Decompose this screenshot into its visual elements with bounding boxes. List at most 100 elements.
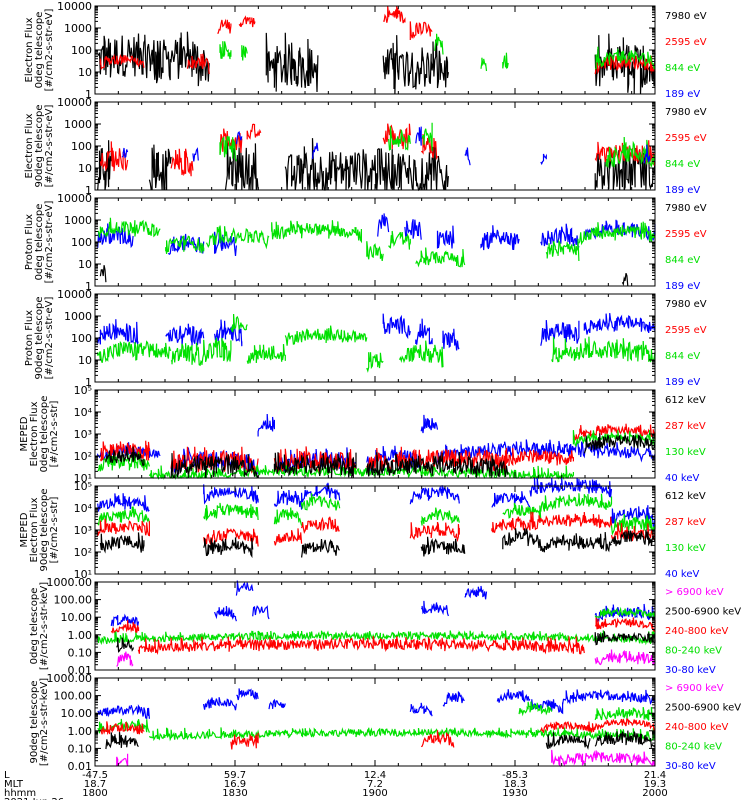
series-blue-trace-2: [165, 323, 205, 347]
series-green-trace-2: [148, 727, 656, 742]
y-tick-label: 10.00: [61, 707, 93, 720]
y-axis-label-line: [#/cm2-s-str-eV]: [44, 297, 55, 380]
footer-tick-l: 21.4: [644, 770, 666, 781]
y-tick-label: 1000.00: [47, 576, 93, 589]
series-blue-trace-2: [203, 484, 259, 505]
series-red-trace-2: [137, 635, 585, 656]
series-blue-trace-2: [214, 606, 237, 622]
series-blue-trace-7: [540, 320, 580, 346]
series-blue-trace-8: [583, 313, 656, 335]
y-axis-label-line: 0deg telescope: [29, 588, 40, 665]
series-black-trace-7: [610, 529, 656, 547]
series-blue-trace-7: [496, 689, 531, 703]
series-blue-trace-5: [421, 600, 449, 617]
y-axis-label-line: 0deg telescope: [34, 12, 45, 89]
y-axis-label-line: [#/cm2-s-str-eV]: [44, 9, 55, 92]
y-tick-label: 10²: [74, 450, 92, 463]
y-axis-label-line: Electron Flux: [29, 497, 40, 562]
series-black-trace-3: [265, 32, 319, 93]
series-black-trace-2: [621, 273, 629, 287]
series-black-trace-2: [151, 31, 210, 87]
y-tick-label: 1: [85, 88, 92, 101]
series-blue-trace-4: [252, 605, 270, 620]
y-axis-label-line: [#/cm2-s-str]: [49, 400, 60, 467]
y-axis-label-line: Proton Flux: [24, 214, 35, 270]
y-axis-label-line: [#/cm2-s-str]: [49, 496, 60, 563]
y-tick-label: 10: [78, 66, 92, 79]
legend-entry-green: 844 eV: [665, 159, 700, 170]
legend-entry-red: 287 keV: [665, 421, 706, 432]
legend-entry-blue: 40 keV: [665, 473, 699, 484]
series-black-trace-2: [148, 144, 172, 191]
y-axis-label: Electron Flux 0deg telescope [#/cm2-s-str-…: [24, 9, 55, 92]
series-red-trace-2: [230, 732, 259, 750]
y-tick-label: 10²: [74, 546, 92, 559]
series-blue-trace-7: [540, 153, 547, 166]
series-magenta-trace-1: [116, 651, 134, 667]
series-blue-trace-3: [273, 489, 303, 510]
legend-entry-blue: 189 eV: [665, 281, 700, 292]
series-red-trace-3: [217, 18, 232, 34]
y-axis-label-line: 90deg telescope: [34, 296, 45, 379]
series-blue-trace-6: [436, 225, 455, 249]
series-blue-trace-1: [97, 493, 150, 512]
footer-tick-l: 12.4: [364, 770, 386, 781]
series-green-trace-3: [420, 122, 433, 151]
y-tick-label: 10⁴: [74, 406, 93, 419]
series-green-trace-2: [241, 45, 248, 61]
y-tick-label: 100.00: [54, 594, 93, 607]
series-green-trace-1: [97, 217, 161, 238]
y-axis-label-line: Electron Flux: [24, 113, 35, 178]
series-blue-trace-1: [97, 319, 139, 345]
series-green-trace-8: [545, 238, 580, 262]
legend-entry-black: 7980 eV: [665, 299, 707, 310]
series-green-trace-7: [415, 247, 466, 268]
series-green-trace-3: [434, 33, 444, 55]
plot-frame: [94, 581, 656, 671]
y-tick-label: 1000: [64, 118, 92, 131]
footer-tick-hhmm: 1830: [222, 788, 247, 799]
footer-tick-mlt: 7.2: [367, 779, 383, 790]
series-green-trace-9: [578, 221, 656, 246]
series-red-trace-5: [409, 521, 460, 543]
series-red-trace-7: [594, 53, 656, 75]
y-tick-label: 1.00: [68, 629, 93, 642]
series-black-trace-1: [97, 33, 161, 79]
series-green-trace-4: [605, 136, 656, 168]
series-black-trace-3: [594, 730, 656, 749]
series-red-trace-2: [203, 528, 259, 547]
y-axis-label-line: MEPED: [19, 416, 30, 451]
series-green-trace-6: [388, 230, 411, 250]
legend-entry-red: 287 keV: [665, 517, 706, 528]
series-black-trace-3: [301, 538, 340, 558]
series-green-trace-4: [301, 493, 341, 511]
series-blue-trace-6: [491, 491, 531, 508]
panel-6: 10¹ 10² 10³ 10⁴ 10⁵ MEPED Electron Flux 90deg t…: [19, 477, 706, 581]
series-blue-trace-4: [301, 482, 341, 503]
footer-tick-l: 59.7: [224, 770, 246, 781]
y-tick-label: 100: [71, 44, 92, 57]
y-tick-label: 0.01: [68, 760, 93, 773]
series-green-trace-2: [594, 606, 656, 620]
series-red-trace-4: [540, 721, 596, 734]
series-green-trace-3: [205, 225, 270, 250]
y-tick-label: 10: [78, 354, 92, 367]
series-green-trace-2: [388, 126, 411, 151]
y-axis-label-line: [#/cm2-s-str-keV]: [39, 582, 50, 670]
legend-entry-magenta: > 6900 keV: [665, 587, 724, 598]
series-black-trace-4: [382, 35, 449, 95]
legend-entry-green: 130 keV: [665, 447, 706, 458]
y-tick-label: 10⁵: [74, 384, 92, 397]
series-blue-trace-4: [377, 213, 390, 237]
y-axis-label-line: [#/cm2-s-str-eV]: [44, 105, 55, 188]
legend-entry-green: 844 eV: [665, 351, 700, 362]
series-blue-trace-9: [562, 689, 656, 705]
series-green-trace-7: [540, 493, 613, 512]
y-tick-label: 0.10: [68, 646, 93, 659]
y-tick-label: 1000: [64, 22, 92, 35]
series-green-trace-5: [420, 507, 460, 526]
